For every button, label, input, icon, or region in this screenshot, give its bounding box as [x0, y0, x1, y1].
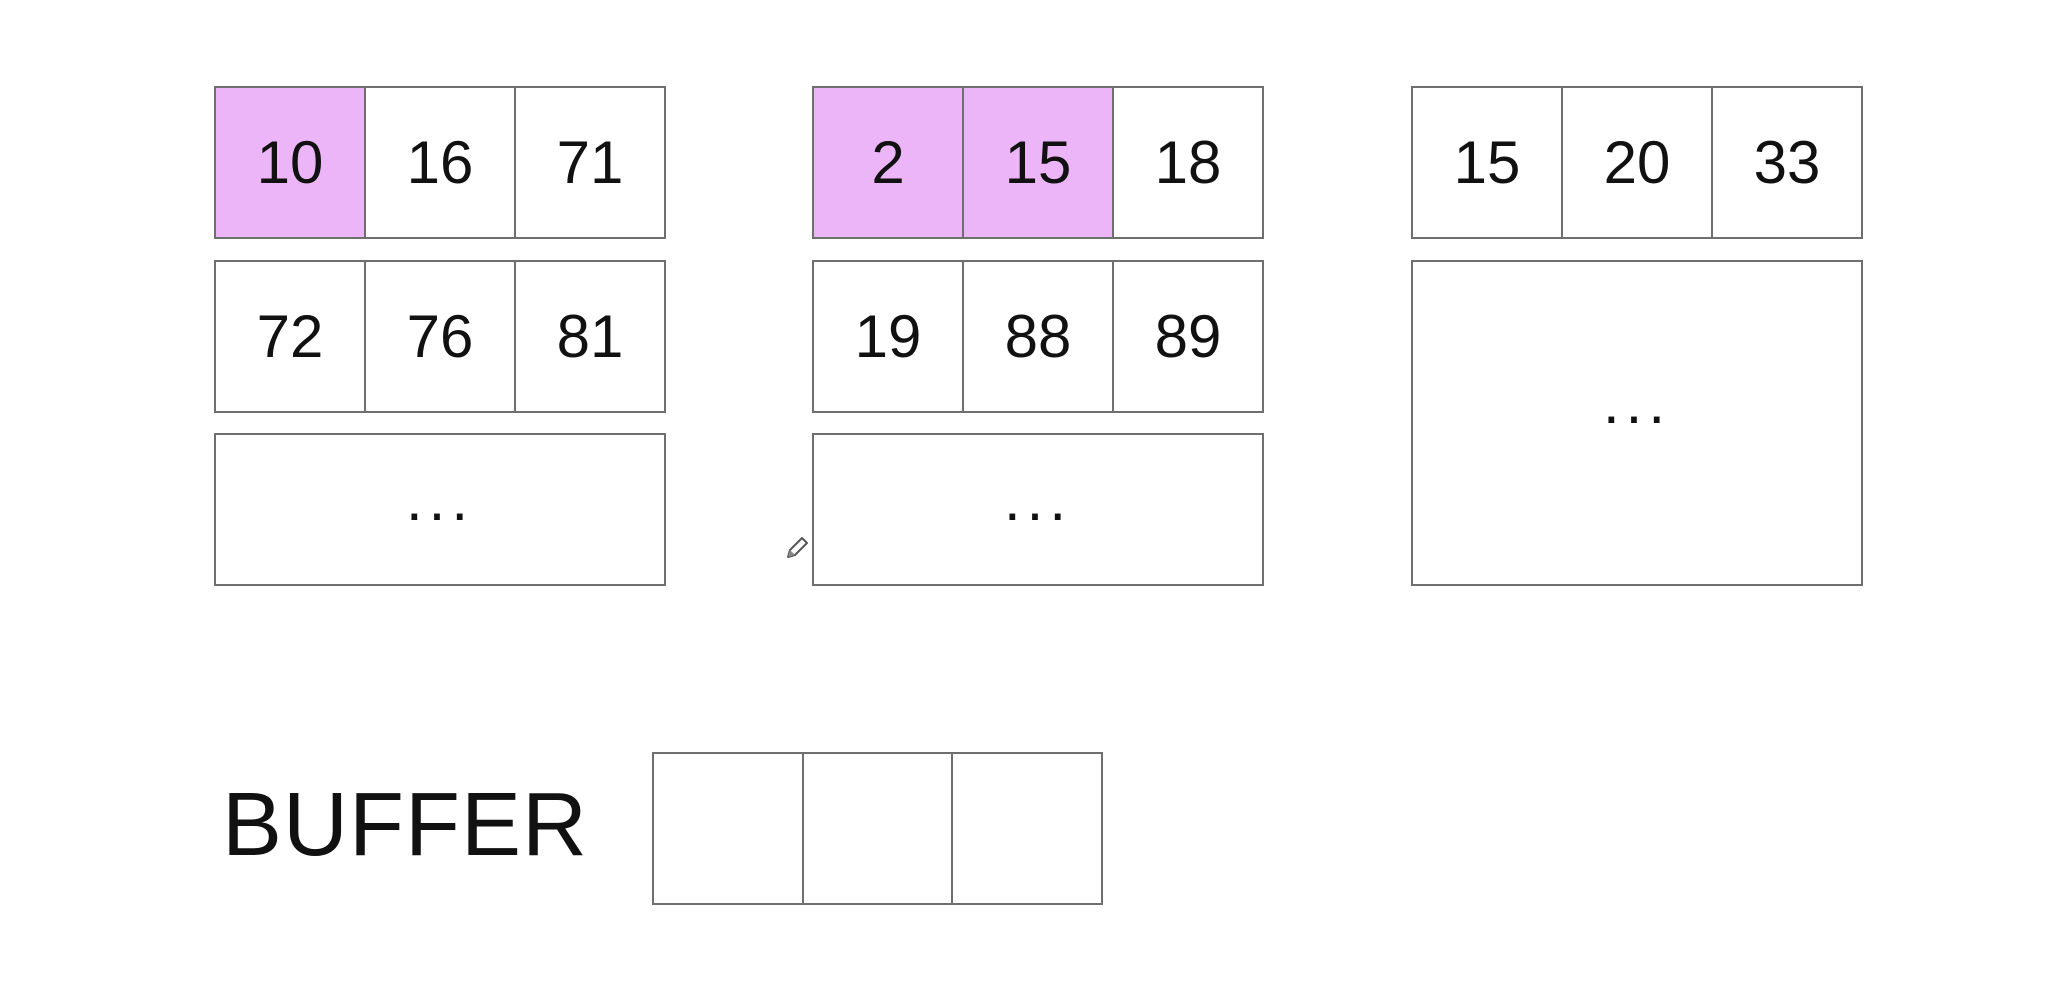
- run2-ellipsis: ...: [1003, 465, 1072, 533]
- run1-page1-cell-1: 10: [216, 88, 366, 237]
- run1-page2-cell-2: 76: [366, 262, 516, 411]
- run1-page2-cell-1: 72: [216, 262, 366, 411]
- run1-page2: 72 76 81: [214, 260, 666, 413]
- run3-page1-cell-3: 33: [1753, 128, 1821, 196]
- run2-page2-cell-2: 88: [964, 262, 1114, 411]
- run2-more: ...: [812, 433, 1264, 586]
- run1-more: ...: [214, 433, 666, 586]
- run3-page1-cell-2: 20: [1563, 88, 1713, 237]
- buffer-slot-3: [953, 754, 1101, 903]
- buffer-slot-1: [654, 754, 804, 903]
- run3-page1: 15 20 33: [1411, 86, 1863, 239]
- run2-page2-cell-3: 89: [1154, 302, 1222, 370]
- run2-page1-cell-1: 2: [814, 88, 964, 237]
- buffer-slot-2: [804, 754, 954, 903]
- run2-page2-cell-1: 19: [814, 262, 964, 411]
- run1-page1-cell-2: 16: [366, 88, 516, 237]
- buffer-slots: [652, 752, 1103, 905]
- run1-page1: 10 16 71: [214, 86, 666, 239]
- run3-ellipsis: ...: [1602, 369, 1671, 436]
- buffer-label: BUFFER: [222, 775, 588, 875]
- run2-page1: 2 15 18: [812, 86, 1264, 239]
- run2-page1-cell-3: 18: [1154, 128, 1222, 196]
- run3-more: ...: [1411, 260, 1863, 586]
- run1-page1-cell-3: 71: [556, 128, 624, 196]
- run1-ellipsis: ...: [405, 465, 474, 533]
- run2-page1-cell-2: 15: [964, 88, 1114, 237]
- run2-page2: 19 88 89: [812, 260, 1264, 413]
- pencil-cursor-icon: [787, 537, 808, 558]
- run1-page2-cell-3: 81: [556, 302, 624, 370]
- run3-page1-cell-1: 15: [1413, 88, 1563, 237]
